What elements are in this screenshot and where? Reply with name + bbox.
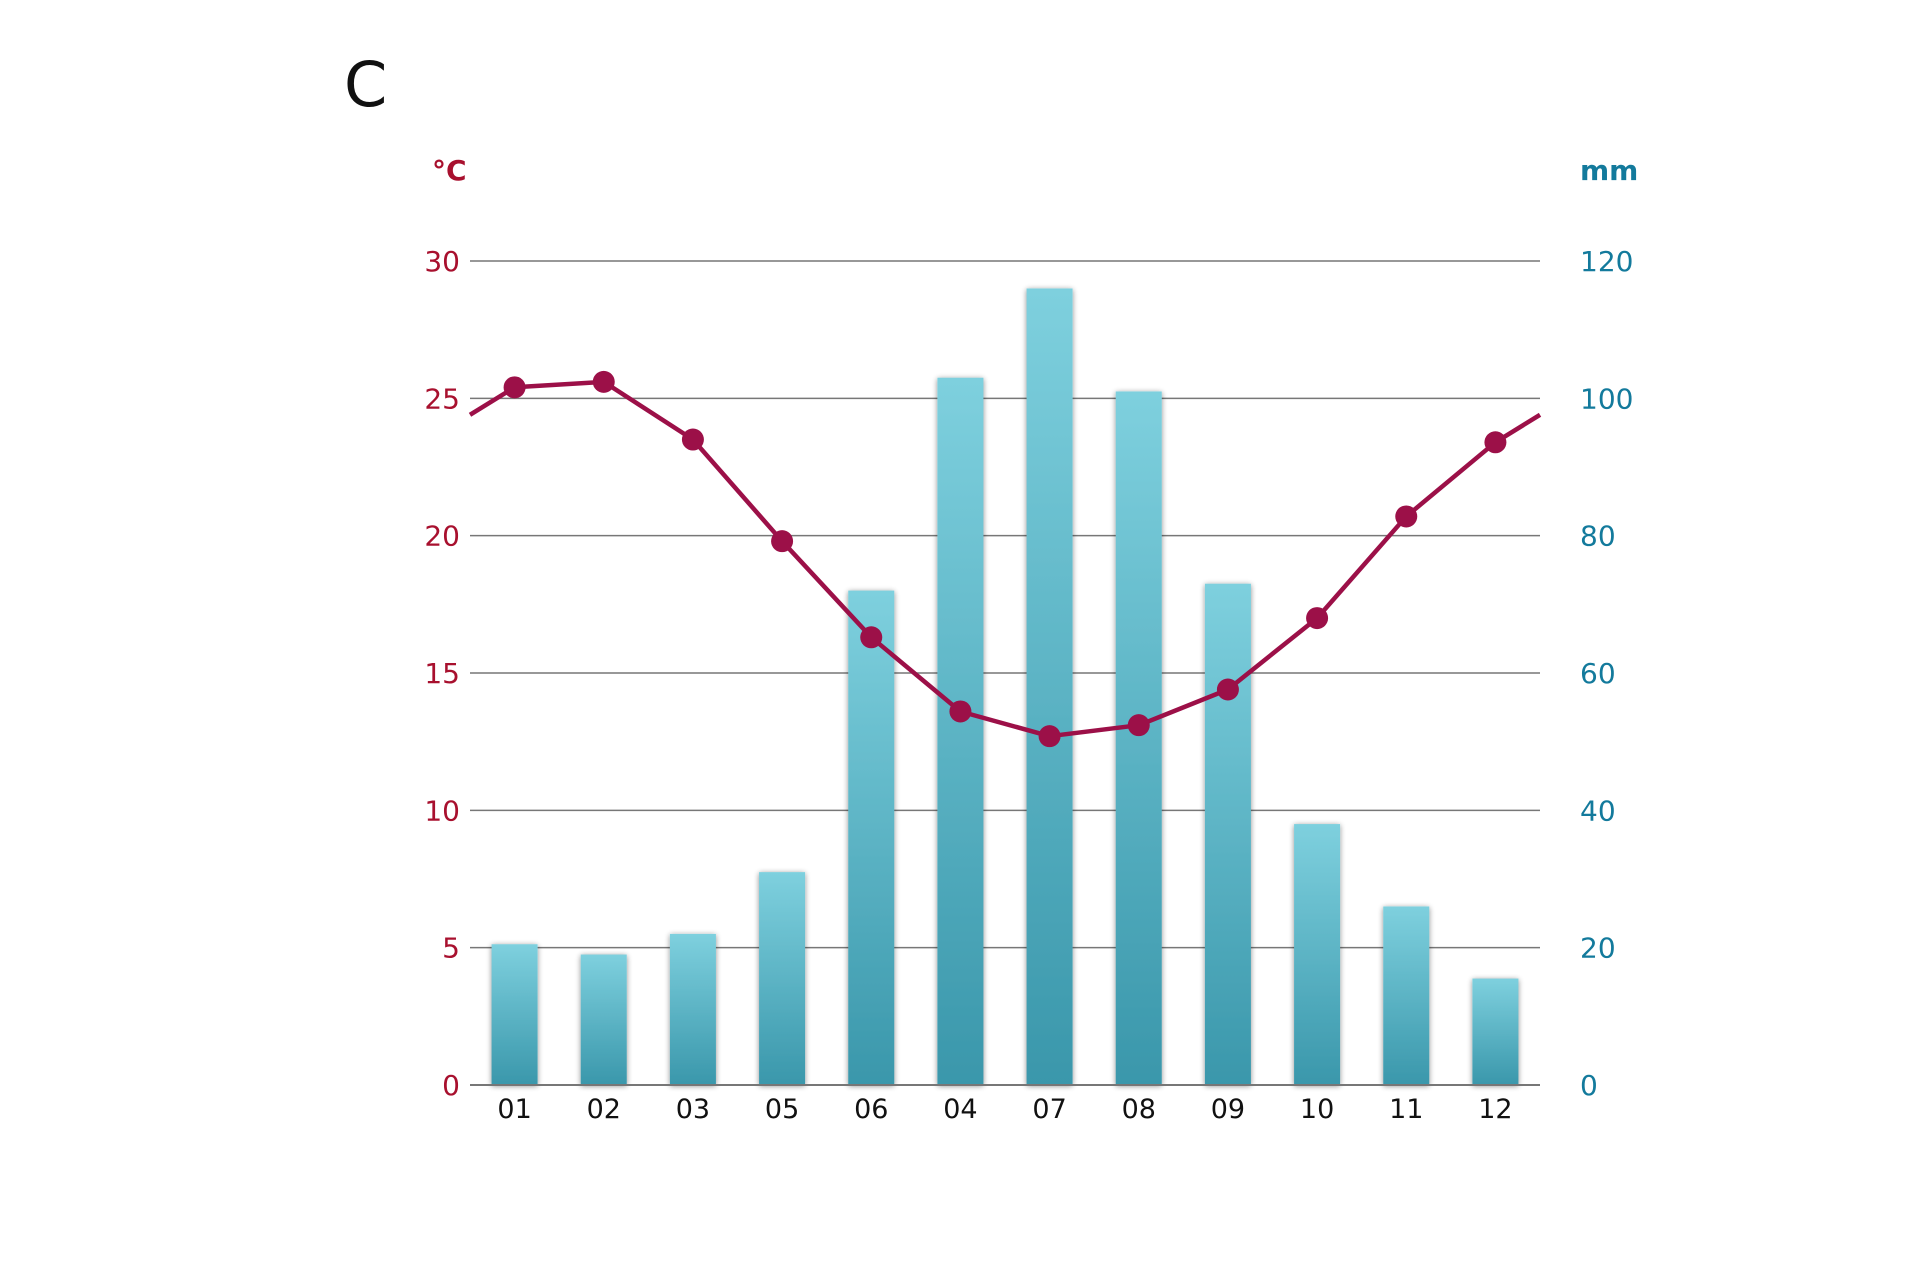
x-tick-label: 02 — [587, 1094, 621, 1125]
precipitation-bar — [669, 933, 716, 1085]
left-tick-label: 15 — [424, 657, 460, 690]
temperature-point — [1127, 714, 1150, 737]
x-tick-label: 10 — [1300, 1094, 1334, 1125]
x-tick-label: 04 — [943, 1094, 977, 1125]
right-tick-label: 120 — [1580, 245, 1633, 278]
right-tick-label: 40 — [1580, 794, 1616, 827]
x-tick-label: 11 — [1389, 1094, 1423, 1125]
right-tick-label: 20 — [1580, 932, 1616, 965]
x-axis-labels: 01 02 03 05 06 04 07 08 09 10 11 12 — [497, 1094, 1512, 1125]
left-tick-label: 10 — [424, 794, 460, 827]
precipitation-bar — [848, 590, 895, 1085]
temperature-point — [1306, 607, 1329, 630]
precipitation-bar — [1472, 978, 1519, 1085]
right-tick-label: 60 — [1580, 657, 1616, 690]
panel-label: C — [344, 48, 387, 121]
precipitation-bar — [1204, 583, 1251, 1085]
x-tick-label: 12 — [1478, 1094, 1512, 1125]
x-tick-label: 05 — [765, 1094, 799, 1125]
temperature-point — [1484, 431, 1507, 454]
temperature-point — [1395, 505, 1418, 528]
left-axis-ticks: 0 5 10 15 20 25 30 — [424, 245, 460, 1102]
left-tick-label: 0 — [442, 1069, 460, 1102]
precipitation-bar — [1115, 391, 1162, 1085]
x-tick-label: 03 — [676, 1094, 710, 1125]
right-tick-label: 0 — [1580, 1069, 1598, 1102]
left-axis-unit: °C — [432, 154, 467, 187]
left-tick-label: 20 — [424, 520, 460, 553]
precipitation-bar — [1294, 824, 1341, 1085]
temperature-point — [1216, 678, 1239, 701]
temperature-point — [949, 700, 972, 723]
left-tick-label: 5 — [442, 932, 460, 965]
precipitation-bars — [491, 288, 1519, 1085]
temperature-point — [860, 626, 883, 649]
right-axis-ticks: 0 20 40 60 80 100 120 — [1580, 245, 1633, 1102]
precipitation-bar — [1026, 288, 1073, 1085]
x-tick-label: 08 — [1122, 1094, 1156, 1125]
x-tick-label: 09 — [1211, 1094, 1245, 1125]
temperature-series — [468, 370, 1542, 748]
temperature-point — [1038, 725, 1061, 748]
right-tick-label: 100 — [1580, 382, 1633, 415]
x-tick-label: 06 — [854, 1094, 888, 1125]
right-tick-label: 80 — [1580, 520, 1616, 553]
left-tick-label: 25 — [424, 382, 460, 415]
left-tick-label: 30 — [424, 245, 460, 278]
grid-lines — [470, 260, 1540, 949]
temperature-point — [681, 428, 704, 451]
x-tick-label: 07 — [1032, 1094, 1066, 1125]
temperature-point — [771, 530, 794, 553]
temperature-point — [503, 376, 526, 399]
temperature-point — [592, 370, 615, 393]
right-axis-unit: mm — [1580, 154, 1638, 187]
precipitation-bar — [491, 944, 538, 1085]
temperature-line — [468, 379, 1542, 739]
x-tick-label: 01 — [497, 1094, 531, 1125]
precipitation-bar — [1383, 906, 1430, 1085]
precipitation-bar — [580, 954, 627, 1085]
precipitation-bar — [937, 377, 984, 1085]
precipitation-bar — [759, 872, 806, 1085]
